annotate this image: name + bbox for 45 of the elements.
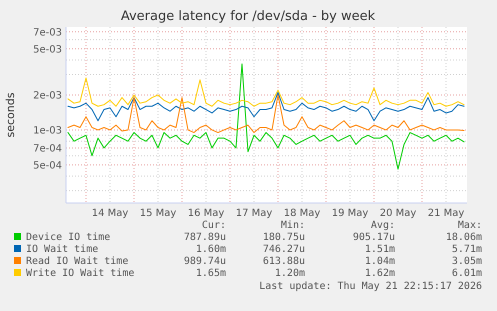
y-tick-label: 5e-04 [33, 160, 62, 172]
line-series [68, 92, 464, 122]
y-tick-label: 7e-03 [33, 27, 62, 38]
y-axis-title: seconds [4, 92, 17, 138]
text: 1.04m [364, 256, 395, 267]
text: Cur: [202, 220, 226, 231]
legend-label: Write IO Wait time [26, 268, 134, 279]
x-tick-label: 21 May [428, 208, 464, 219]
text: 989.74u [184, 256, 226, 267]
x-tick-label: 16 May [188, 208, 224, 219]
text: 787.89u [184, 232, 226, 243]
text: Last update: Thu May 21 22:15:17 2026 [259, 281, 482, 292]
text: 1.51m [364, 244, 395, 255]
x-tick-label: 17 May [236, 208, 272, 219]
text: 746.27u [262, 244, 305, 255]
text: 6.01m [452, 268, 482, 279]
text: 18.06m [446, 232, 482, 243]
text: 5.71m [452, 244, 482, 255]
chart-title: Average latency for /dev/sda - by week [120, 9, 376, 24]
text: 1.20m [274, 268, 305, 279]
x-tick-label: 15 May [140, 208, 176, 219]
text: 180.75u [262, 232, 305, 243]
text: Min: [280, 220, 305, 231]
legend-label: Device IO time [26, 232, 110, 243]
line-series [68, 78, 464, 107]
text: Avg: [370, 220, 395, 231]
text: 1.60m [196, 244, 226, 255]
x-tick-label: 18 May [284, 208, 320, 219]
text: 905.17u [352, 232, 395, 243]
legend-label: Read IO Wait time [26, 256, 128, 267]
text: 1.62m [364, 268, 395, 279]
x-tick-label: 14 May [92, 208, 128, 219]
text: 3.05m [452, 256, 482, 267]
line-series [68, 94, 464, 134]
text: Max: [458, 220, 482, 231]
x-tick-label: 19 May [332, 208, 368, 219]
y-tick-label: 1e-03 [33, 125, 62, 136]
legend-label: IO Wait time [26, 244, 98, 255]
y-tick-label: 5e-03 [33, 44, 62, 56]
x-tick-label: 20 May [380, 208, 416, 219]
text: 1.65m [196, 268, 226, 279]
text: 613.88u [262, 256, 305, 267]
y-tick-label: 7e-04 [33, 143, 62, 154]
line-series [68, 63, 464, 170]
y-tick-label: 2e-03 [33, 90, 62, 102]
